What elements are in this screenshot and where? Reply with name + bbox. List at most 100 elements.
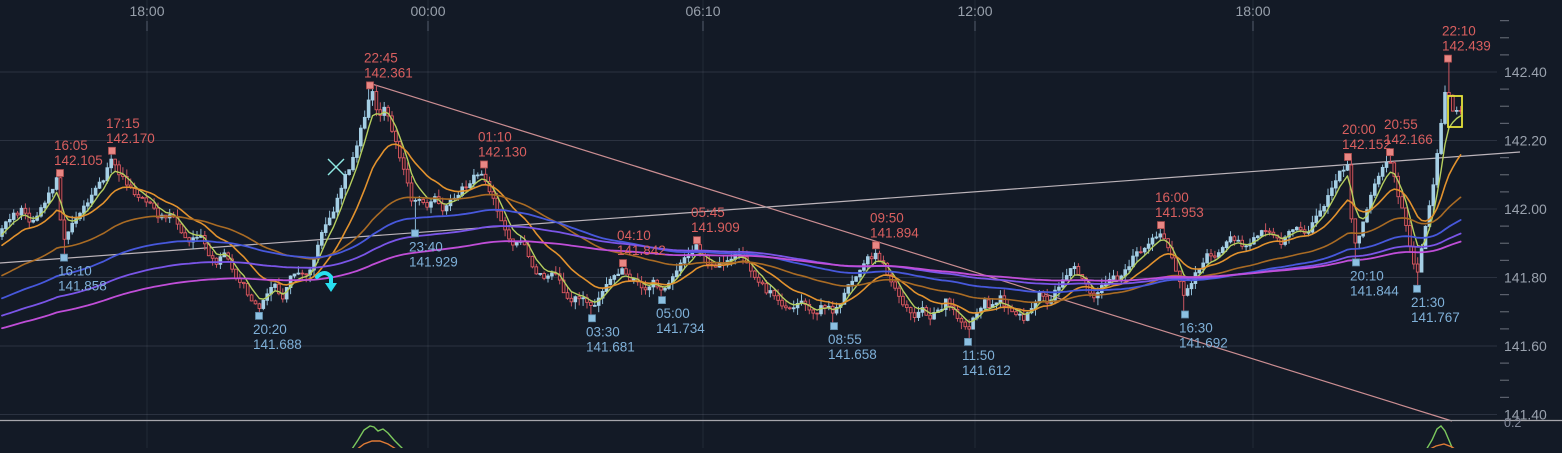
pivot-label: 20:10 141.844 (1350, 268, 1399, 298)
candle-body (417, 199, 422, 201)
pivot-marker-low[interactable] (830, 322, 838, 331)
pivot-marker-low[interactable] (60, 253, 68, 262)
pivot-marker-low[interactable] (411, 229, 419, 238)
candle (66, 231, 71, 245)
candle (378, 102, 383, 122)
pivot-marker-high[interactable] (1444, 54, 1452, 63)
candle-body (31, 219, 36, 223)
candle (573, 295, 578, 310)
candle-body (253, 300, 258, 305)
candle-body (1181, 281, 1186, 296)
candle-body (760, 281, 765, 285)
candle-body (593, 304, 597, 307)
pivot-marker-low[interactable] (1181, 310, 1189, 319)
candle (538, 273, 542, 276)
candle (581, 291, 585, 306)
pivot-marker-low[interactable] (1413, 284, 1421, 293)
candle-body (643, 287, 648, 291)
candle-body (866, 256, 870, 265)
candle (1431, 177, 1436, 213)
candle-body (573, 296, 578, 303)
candle-body (947, 298, 952, 307)
candle-body (994, 302, 999, 305)
candle (238, 273, 242, 289)
pivot-marker-high[interactable] (1386, 148, 1394, 157)
candle (1142, 247, 1147, 256)
candle-body (534, 266, 539, 275)
candle-body (214, 257, 219, 265)
candle-body (1236, 239, 1241, 242)
candle-body (1045, 295, 1049, 304)
candle-body (1189, 283, 1194, 290)
pivot-marker-low[interactable] (964, 337, 972, 346)
descending-trendline[interactable] (371, 83, 1453, 422)
pivot-marker-low[interactable] (588, 314, 596, 323)
candle-body (1318, 210, 1322, 217)
candle-body (1255, 235, 1260, 239)
candle (772, 289, 776, 300)
candle-body (795, 302, 800, 309)
ascending-trendline[interactable] (0, 151, 1521, 264)
candle (866, 254, 870, 271)
candle-body (944, 298, 948, 310)
pivot-marker-high[interactable] (480, 160, 488, 169)
candle (507, 227, 511, 243)
pivot-marker-low[interactable] (1352, 258, 1360, 267)
highlight-box[interactable] (1447, 95, 1463, 128)
candle-body (1415, 263, 1420, 273)
candle (222, 248, 227, 258)
candle-body (1018, 313, 1022, 316)
candle-body (241, 281, 246, 285)
candle-body (136, 194, 141, 198)
candle (1138, 246, 1143, 254)
candle (401, 152, 406, 176)
candle (241, 281, 246, 289)
ma-fast-green (1, 111, 1462, 323)
subpane-axis-label: 0.2 (1504, 416, 1522, 430)
candle (1271, 227, 1276, 239)
pivot-marker-high[interactable] (108, 146, 116, 155)
subpane-green-right (1425, 425, 1454, 451)
candle (425, 199, 429, 211)
candle-body (1419, 248, 1424, 273)
candle (4, 220, 8, 235)
pivot-marker-high[interactable] (1344, 153, 1352, 161)
pivot-marker-low[interactable] (658, 296, 666, 305)
candle (89, 187, 94, 207)
candle-body (359, 127, 363, 147)
candle (1279, 232, 1283, 249)
candle-body (62, 219, 67, 240)
candle-body (156, 207, 160, 219)
pivot-marker-high[interactable] (56, 169, 64, 177)
candle-body (144, 197, 149, 203)
candle-body (210, 255, 215, 259)
pivot-marker-high[interactable] (366, 81, 374, 90)
ma-slow-orange (1, 193, 1462, 304)
candle (273, 282, 277, 291)
candle (854, 275, 858, 282)
candle-body (877, 252, 882, 262)
candle-body (1209, 253, 1213, 257)
candle (23, 203, 28, 220)
candle (897, 285, 901, 304)
candle (444, 203, 449, 215)
candle-body (678, 262, 683, 272)
candle (1205, 248, 1209, 264)
x-mark-annotation[interactable] (327, 158, 345, 176)
pivot-marker-high[interactable] (872, 241, 880, 250)
pivot-marker-high[interactable] (1157, 221, 1165, 229)
trendlines-layer (0, 83, 1521, 422)
time-axis-label: 12:00 (957, 3, 992, 19)
pivot-marker-high[interactable] (619, 259, 627, 268)
candle-body (905, 304, 909, 308)
candle (1333, 174, 1338, 195)
candle (986, 295, 991, 309)
candle-body (1154, 236, 1159, 239)
pivot-marker-high[interactable] (693, 236, 701, 245)
pivot-label: 16:10 141.858 (58, 264, 107, 294)
curved-down-arrow-annotation[interactable] (315, 271, 337, 292)
candle (343, 170, 348, 196)
candle (249, 293, 254, 302)
pivot-marker-low[interactable] (255, 311, 263, 320)
